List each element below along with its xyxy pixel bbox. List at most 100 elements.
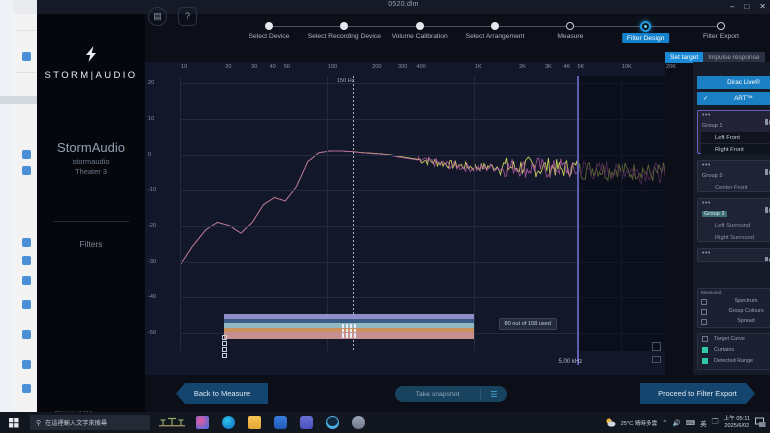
stepper-dot[interactable] [415, 22, 424, 30]
overlay-toggle-checkbox[interactable] [702, 336, 708, 342]
curtain-handle-box[interactable] [222, 347, 227, 352]
measured-checkbox[interactable] [701, 299, 707, 305]
curtain-handle-box-bottom[interactable] [222, 353, 227, 358]
stepper-dot[interactable] [640, 20, 652, 32]
filter-mode-diraclive[interactable]: Dirac Live® [697, 76, 770, 89]
stepper-label[interactable]: Volume Calibration [391, 33, 448, 40]
overlay-toggle-curtains[interactable]: Curtains [698, 345, 770, 356]
network-icon[interactable]: ⌨ [685, 419, 696, 427]
channel-row[interactable]: Right Surround [701, 232, 770, 243]
range-orange-bar[interactable] [224, 327, 474, 335]
windows-start-icon[interactable] [9, 418, 19, 428]
snapshot-divider [480, 388, 481, 400]
overlay-toggle-target-curve[interactable]: Target Curve [698, 334, 770, 345]
close-button[interactable]: ✕ [759, 2, 766, 11]
overlay-toggle-checkbox[interactable] [702, 347, 708, 353]
frequency-response-chart[interactable]: 10 20 30 40 50 100 200 300 400 1K 2K 3K 4K 5K 10K 20K 2… [145, 62, 676, 375]
stepper-dot[interactable] [340, 22, 349, 30]
group-more-options-icon[interactable]: ••• [702, 112, 711, 119]
measured-checkbox[interactable] [701, 309, 707, 315]
x-axis-tick-label: 4K [563, 64, 571, 70]
crossover-marker-line[interactable] [352, 76, 354, 351]
clock-date: 2025/6/02 [724, 422, 750, 429]
stepper-label[interactable]: Measure [557, 33, 584, 40]
stepper-dot[interactable] [566, 22, 575, 30]
group-more-options-icon[interactable]: ••• [702, 250, 711, 257]
taskbar-app-copilot[interactable] [196, 416, 209, 429]
channel-row[interactable]: Left Surround [701, 220, 770, 231]
measured-checkbox[interactable] [701, 319, 707, 325]
chart-fullscreen-icon[interactable] [652, 342, 661, 351]
take-snapshot-button[interactable]: Take snapshot ☰ [395, 386, 507, 402]
background-icon [22, 256, 31, 265]
group-name-label[interactable]: Group 3 [702, 211, 727, 217]
ime-language-icon[interactable]: 英 [700, 420, 707, 428]
taskbar-widget-illustration[interactable] [158, 416, 186, 430]
range-rose-bar[interactable] [224, 332, 474, 340]
snapshot-list-icon[interactable]: ☰ [490, 389, 498, 399]
stepper-label[interactable]: Select Recording Device [307, 33, 381, 40]
group-link-icon[interactable] [765, 113, 770, 125]
taskbar-app-outlook[interactable] [274, 416, 287, 429]
maximize-button[interactable]: □ [744, 2, 750, 11]
group-link-icon[interactable] [765, 251, 770, 261]
curtain-upper-bar[interactable] [224, 314, 474, 322]
stepper-dot[interactable] [491, 22, 499, 30]
horizontal-gridline [180, 226, 665, 227]
channel-row[interactable]: Center Front [701, 182, 770, 193]
battery-icon[interactable]: 🗔 [711, 418, 719, 425]
stepper-dot[interactable] [265, 22, 273, 30]
drag-handle[interactable] [342, 333, 357, 339]
taskbar-search-box[interactable]: ⚲ 在這裡輸入文字來搜尋 [30, 415, 150, 430]
channel-row[interactable]: Left Front [701, 132, 770, 143]
weather-icon[interactable] [605, 417, 616, 428]
channel-row[interactable]: Right Front [701, 144, 770, 155]
filter-mode-art[interactable]: ✓ ART™ [697, 92, 770, 105]
overlay-toggle-detected-range[interactable]: Detected Range [698, 356, 770, 367]
menu-button[interactable]: ▤ [148, 7, 167, 26]
taskbar-app-dirac-live[interactable] [326, 416, 339, 429]
volume-icon[interactable]: 🔊 [672, 419, 681, 427]
minimize-button[interactable]: – [730, 2, 735, 11]
taskbar-app-paint[interactable] [352, 416, 365, 429]
stepper-label[interactable]: Select Device [248, 33, 290, 40]
taskbar-clock[interactable]: 上午 05:11 2025/6/02 [724, 416, 750, 429]
drag-handle[interactable] [342, 328, 357, 334]
x-axis-tick-label: 30 [251, 64, 258, 70]
help-button[interactable]: ? [178, 7, 197, 26]
x-axis-tick-label: 10 [181, 64, 188, 70]
notifications-icon[interactable] [755, 417, 766, 428]
channel-group-4-partial[interactable]: ••• [697, 248, 770, 262]
group-more-options-icon[interactable]: ••• [702, 200, 711, 207]
curtain-mid-bar[interactable] [224, 318, 474, 326]
group-link-icon[interactable] [765, 201, 770, 213]
weather-label[interactable]: 25°C 晴時多雲 [620, 420, 658, 427]
frequency-cursor[interactable] [576, 76, 579, 365]
curtain-handle-box-top[interactable] [222, 335, 227, 340]
stepper-label[interactable]: Filter Design [621, 33, 670, 43]
back-to-measure-button[interactable]: Back to Measure [176, 383, 268, 404]
curtain-handle-box[interactable] [222, 341, 227, 346]
group-link-icon[interactable] [765, 163, 770, 175]
stepper-label[interactable]: Filter Export [702, 33, 740, 40]
group-name-label[interactable]: Group 1 [702, 123, 723, 129]
chart-legend-toggle-icon[interactable] [652, 356, 661, 363]
proceed-to-filter-export-button[interactable]: Proceed to Filter Export [640, 383, 755, 404]
channel-group-2[interactable]: ••• Group 2 Center Front [697, 160, 770, 192]
stepper-label[interactable]: Select Arrangement [465, 33, 525, 40]
channel-group-3[interactable]: ••• Group 3 Left Surround Right Surround [697, 198, 770, 242]
taskbar-app-file-explorer[interactable] [248, 416, 261, 429]
tab-impulse-response[interactable]: Impulse response [703, 52, 765, 63]
tab-set-target[interactable]: Set target [665, 52, 704, 63]
stepper-dot[interactable] [717, 22, 725, 30]
group-more-options-icon[interactable]: ••• [702, 162, 711, 169]
overlay-toggle-checkbox[interactable] [702, 358, 708, 364]
taskbar-app-edge[interactable] [222, 416, 235, 429]
drag-handle[interactable] [342, 324, 357, 329]
sidebar-item-filters[interactable]: Filters [79, 239, 103, 249]
show-hidden-icons-chevron-icon[interactable]: ⌃ [662, 419, 668, 427]
channel-group-1[interactable]: ••• Group 1 Left Front Right Front [697, 110, 770, 155]
taskbar-app-teams[interactable] [300, 416, 313, 429]
group-name-label[interactable]: Group 2 [702, 173, 723, 179]
range-teal-bar[interactable] [224, 323, 474, 330]
